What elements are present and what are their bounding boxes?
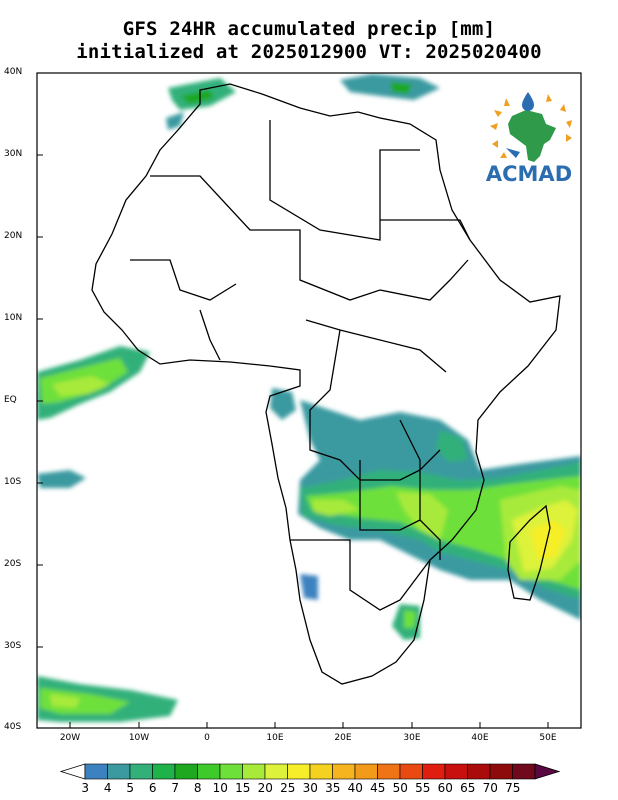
- colorbar-tick-label: 70: [482, 781, 498, 795]
- colorbar-swatch: [197, 763, 221, 780]
- colorbar-swatch: [332, 763, 356, 780]
- lat-label: 30N: [4, 149, 23, 159]
- colorbar-tick-label: 15: [235, 781, 251, 795]
- colorbar-tick-label: 6: [148, 781, 157, 795]
- colorbar-tick-label: 35: [325, 781, 341, 795]
- lon-label: 10E: [266, 733, 284, 743]
- colorbar-tick-label: 25: [280, 781, 296, 795]
- precip-field: [37, 74, 581, 722]
- colorbar-tick-label: 8: [193, 781, 202, 795]
- colorbar-tick-label: 3: [81, 781, 90, 795]
- colorbar-swatch: [467, 763, 491, 780]
- colorbar-tick-label: 40: [347, 781, 363, 795]
- lon-label: 0: [204, 733, 210, 743]
- colorbar-tick-label: 45: [370, 781, 386, 795]
- colorbar-tick-label: 75: [505, 781, 521, 795]
- colorbar-tick-label: 60: [437, 781, 453, 795]
- colorbar-swatch: [422, 763, 446, 780]
- colorbar: [59, 763, 561, 780]
- colorbar-tick-label: 10: [212, 781, 228, 795]
- colorbar-tick-label: 5: [126, 781, 135, 795]
- colorbar-tick-label: 50: [392, 781, 408, 795]
- colorbar-tick-label: 20: [257, 781, 273, 795]
- lon-label: 10W: [128, 733, 150, 743]
- colorbar-swatch: [84, 763, 108, 780]
- colorbar-swatch: [152, 763, 176, 780]
- logo-text: ACMAD: [485, 162, 573, 186]
- colorbar-swatch: [174, 763, 198, 780]
- colorbar-swatch: [309, 763, 333, 780]
- colorbar-tick-label: 30: [302, 781, 318, 795]
- colorbar-swatch: [399, 763, 423, 780]
- lat-label: 20S: [4, 559, 22, 569]
- lon-ticks: [69, 722, 549, 728]
- lon-label: 20E: [334, 733, 352, 743]
- colorbar-swatch: [219, 763, 243, 780]
- colorbar-swatch: [354, 763, 378, 780]
- lat-label: EQ: [4, 395, 17, 405]
- colorbar-swatch: [107, 763, 131, 780]
- lon-label: 20W: [59, 733, 81, 743]
- lon-label: 40E: [471, 733, 489, 743]
- coastline: [91, 83, 561, 685]
- lat-label: 10N: [4, 313, 23, 323]
- colorbar-swatch: [377, 763, 401, 780]
- colorbar-left-arrow: [59, 763, 86, 780]
- lat-label: 20N: [4, 231, 23, 241]
- title-line-2: initialized at 2025012900 VT: 2025020400: [76, 41, 542, 63]
- lat-label: 30S: [4, 641, 22, 651]
- colorbar-tick-label: 7: [171, 781, 180, 795]
- colorbar-swatch: [444, 763, 468, 780]
- lat-label: 40S: [4, 722, 22, 732]
- colorbar-tick-label: 65: [460, 781, 476, 795]
- colorbar-swatch: [129, 763, 153, 780]
- colorbar-swatch: [242, 763, 266, 780]
- colorbar-right-arrow: [534, 763, 561, 780]
- lat-ticks: [37, 72, 43, 729]
- colorbar-tick-label: 4: [103, 781, 112, 795]
- colorbar-swatch: [287, 763, 311, 780]
- colorbar-swatch: [264, 763, 288, 780]
- title-line-1: GFS 24HR accumulated precip [mm]: [122, 18, 496, 40]
- lon-label: 30E: [403, 733, 421, 743]
- lat-label: 40N: [4, 67, 23, 77]
- lon-label: 50E: [539, 733, 557, 743]
- lat-label: 10S: [4, 477, 22, 487]
- acmad-logo-icon: [490, 92, 572, 162]
- colorbar-tick-label: 55: [415, 781, 431, 795]
- colorbar-swatch: [512, 763, 536, 780]
- colorbar-swatch: [489, 763, 513, 780]
